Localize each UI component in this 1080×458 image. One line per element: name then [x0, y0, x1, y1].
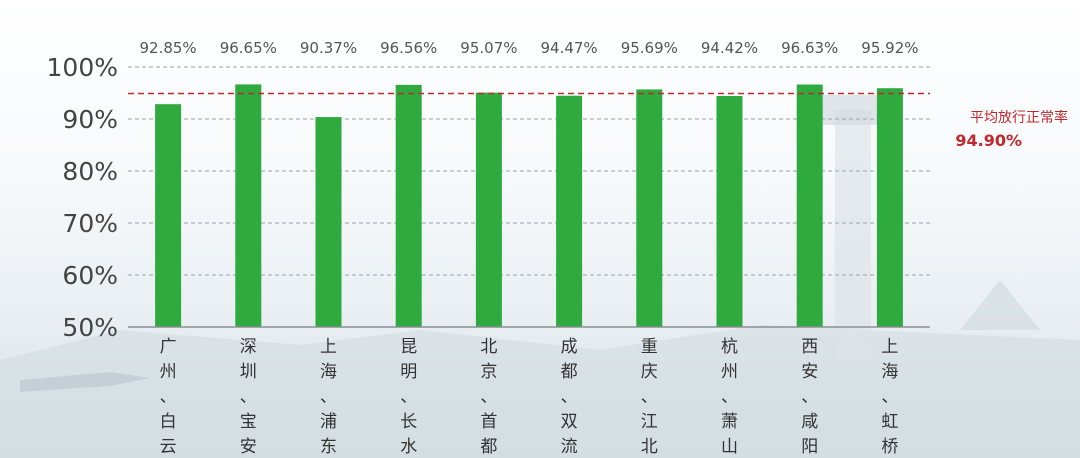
- bar: [395, 84, 422, 327]
- data-label: 90.37%: [300, 39, 357, 57]
- category-label: 杭州、萧山: [721, 337, 738, 457]
- category-label: 重庆、江北: [641, 337, 658, 457]
- data-label: 94.47%: [540, 39, 597, 57]
- data-label: 96.63%: [781, 39, 838, 57]
- label-layer: 50% 60% 70% 80% 90% 100% 92.85% 广州、白云 96.65% 深圳、宝…: [47, 39, 919, 457]
- data-label: 92.85%: [139, 39, 196, 57]
- bar-layer: [155, 84, 903, 328]
- bar: [235, 84, 262, 327]
- y-tick-label: 90%: [62, 105, 118, 134]
- grid-layer: [128, 66, 930, 276]
- y-tick-label: 80%: [62, 157, 118, 186]
- bar: [716, 96, 743, 328]
- bar: [315, 117, 342, 328]
- bar: [876, 88, 903, 327]
- category-label: 深圳、宝安: [240, 337, 257, 457]
- data-label: 96.56%: [380, 39, 437, 57]
- y-tick-label: 100%: [47, 53, 118, 82]
- category-label: 成都、双流: [561, 337, 578, 457]
- category-label: 上海、虹桥: [881, 337, 898, 457]
- average-value: 94.90%: [955, 131, 1022, 150]
- terminal-arch-shape: [960, 280, 1040, 330]
- data-label: 94.42%: [701, 39, 758, 57]
- category-label: 西安、咸阳: [801, 337, 818, 457]
- category-label: 昆明、长水: [400, 337, 417, 457]
- category-label: 广州、白云: [160, 337, 177, 457]
- bar: [556, 95, 583, 327]
- control-tower-shape: [835, 110, 871, 360]
- bar: [155, 104, 182, 328]
- data-label: 95.69%: [621, 39, 678, 57]
- average-label: 平均放行正常率: [970, 109, 1068, 126]
- y-tick-label: 50%: [62, 313, 118, 342]
- y-tick-label: 60%: [62, 261, 118, 290]
- category-label: 北京、首都: [480, 337, 497, 457]
- bar: [475, 92, 502, 327]
- data-label: 95.07%: [460, 39, 517, 57]
- y-tick-label: 70%: [62, 209, 118, 238]
- control-tower-top-shape: [820, 95, 886, 125]
- bar: [796, 84, 823, 327]
- category-label: 上海、浦东: [320, 337, 337, 457]
- data-label: 95.92%: [861, 39, 918, 57]
- terminal-roof-shape: [0, 325, 1080, 458]
- airplane-silhouette: [20, 372, 150, 392]
- data-label: 96.65%: [220, 39, 277, 57]
- bar: [636, 89, 663, 327]
